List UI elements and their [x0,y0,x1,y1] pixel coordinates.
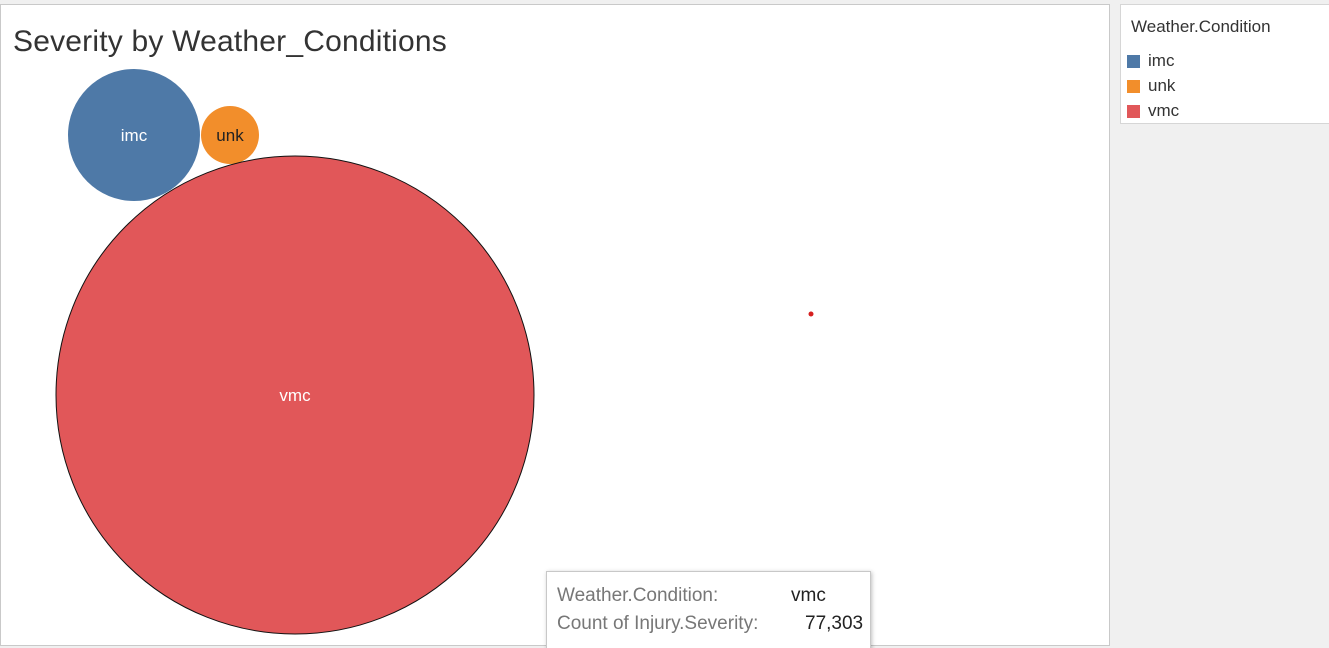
bubble-vmc[interactable] [55,155,535,635]
bubble-unk[interactable] [201,106,259,164]
bubble-label-imc: imc [121,126,148,145]
tooltip-key-count: Count of Injury.Severity: [557,613,759,634]
legend-label-vmc: vmc [1148,101,1180,120]
legend-label-imc: imc [1148,51,1175,70]
legend-item-unk[interactable]: unk [1127,75,1175,97]
chart-title: Severity by Weather_Conditions [13,25,447,58]
bubble-imc[interactable] [68,69,200,201]
tooltip-key-condition: Weather.Condition: [557,585,719,606]
legend-item-imc[interactable]: imc [1127,50,1174,72]
cursor-dot-marker [808,311,814,317]
tooltip-value-condition: vmc [791,585,826,606]
legend-swatch-imc [1127,54,1140,68]
legend-swatch-unk [1127,79,1140,93]
legend-item-vmc[interactable]: vmc [1127,100,1179,122]
hover-tooltip: Weather.Condition: vmc Count of Injury.S… [546,571,871,648]
legend-swatch-vmc [1127,104,1140,118]
tooltip-value-count: 77,303 [805,613,864,634]
legend-label-unk: unk [1148,76,1176,95]
legend-title: Weather.Condition [1131,17,1271,36]
color-legend: Weather.Condition imc unk vmc [1120,4,1329,124]
bubble-chart: imc unk vmc [55,69,814,635]
bubble-chart-pane: Severity by Weather_Conditions imc unk vmc [0,4,1110,646]
bubble-label-vmc: vmc [279,386,311,405]
bubble-label-unk: unk [216,126,244,145]
